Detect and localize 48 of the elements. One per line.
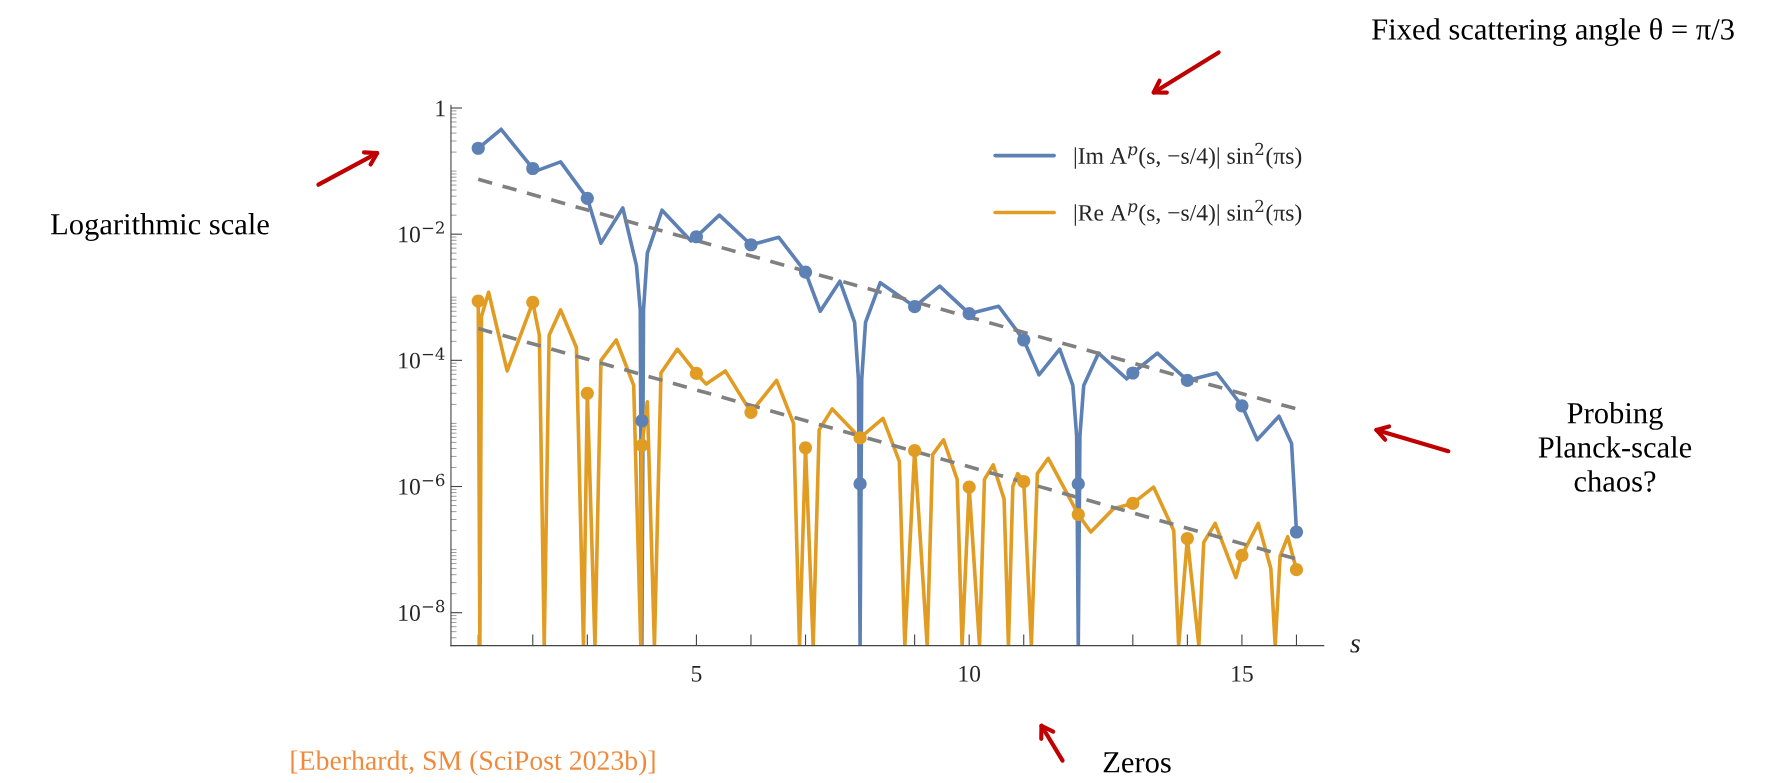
legend-label: |Im A$^{p}$(s, −s/4)| sin$^{2}$(πs) [1074, 142, 1302, 169]
point [1017, 474, 1031, 489]
y-tick-label: 1 [436, 100, 445, 117]
y-tick-label: 10$^{−2}$ [399, 221, 444, 243]
point [1289, 525, 1304, 539]
y-tick-label: 10$^{−6}$ [399, 473, 445, 495]
x-tick-label: 5 [691, 666, 702, 682]
x-tick-label: 10 [959, 665, 981, 682]
legend-label: |Re A$^{p}$(s, −s/4)| sin$^{2}$(πs) [1074, 199, 1302, 226]
point [908, 300, 922, 314]
point [580, 191, 594, 205]
point [1126, 366, 1140, 380]
point [1126, 496, 1140, 510]
point [1180, 531, 1194, 546]
point [962, 480, 976, 494]
point [798, 265, 813, 279]
point [1017, 333, 1031, 347]
point [908, 444, 922, 458]
point [798, 441, 813, 455]
point [744, 405, 758, 419]
point [853, 431, 867, 445]
y-tick-label: 10$^{−8}$ [399, 599, 445, 621]
point [471, 294, 485, 308]
text: [Eberhardt, SM (SciPost 2023b)] [291, 750, 655, 776]
point [1235, 548, 1249, 562]
point [526, 161, 540, 176]
text: Logarithmic scale [51, 213, 269, 241]
point [580, 386, 594, 400]
text: Zeros [1103, 752, 1171, 773]
point [1071, 507, 1085, 522]
point [526, 295, 540, 309]
point [1235, 399, 1249, 413]
point [689, 230, 704, 244]
text: Fixed scattering angle θ = π/3 [1372, 18, 1734, 46]
x-axis-title: s [1350, 639, 1360, 653]
y-tick-label: 10$^{−4}$ [399, 347, 445, 369]
point [471, 141, 485, 155]
point [635, 438, 649, 452]
point [635, 414, 649, 428]
point [853, 477, 867, 491]
point [689, 366, 704, 381]
point [1071, 477, 1085, 491]
point [744, 238, 758, 252]
point [962, 307, 976, 321]
point [1180, 373, 1194, 388]
point [1289, 563, 1304, 577]
text: Probing Planck-scale chaos? [1538, 402, 1692, 492]
x-tick-label: 15 [1232, 665, 1253, 682]
